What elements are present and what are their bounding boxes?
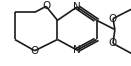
Text: O: O: [31, 46, 39, 56]
Text: N: N: [73, 45, 81, 55]
Text: O: O: [42, 1, 50, 11]
Text: N: N: [73, 2, 81, 12]
Text: O: O: [109, 14, 117, 24]
Text: O: O: [109, 38, 117, 48]
